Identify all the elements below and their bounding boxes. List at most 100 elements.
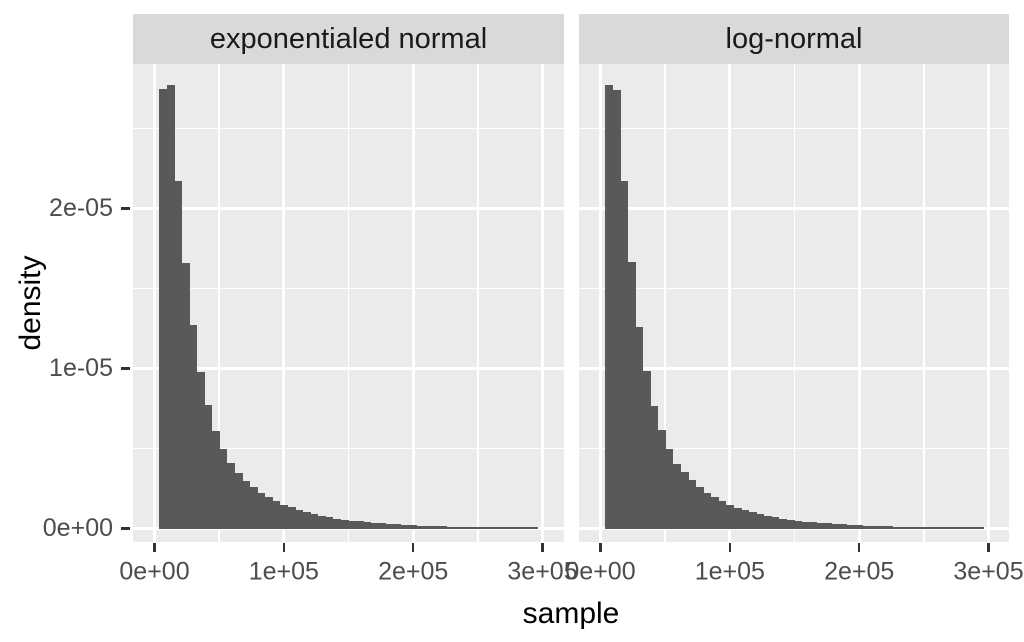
histogram-bar: [476, 527, 485, 529]
histogram-bar: [907, 527, 916, 529]
histogram-bar: [786, 519, 795, 529]
histogram-bar: [847, 524, 856, 529]
major-gridline-x: [411, 64, 415, 542]
histogram-bar: [280, 504, 288, 529]
histogram-bar: [370, 522, 379, 529]
histogram-bar: [892, 526, 901, 529]
histogram-bar: [945, 527, 954, 529]
major-gridline-y: [579, 207, 1009, 211]
x-tick-label: 2e+05: [378, 557, 449, 586]
histogram-bar: [469, 527, 478, 529]
histogram-bar: [915, 527, 924, 529]
histogram-bar: [264, 497, 273, 529]
x-tick-label: 3e+05: [507, 557, 578, 586]
histogram-bar: [801, 521, 810, 529]
histogram-bar: [385, 523, 394, 529]
histogram-bar: [877, 526, 886, 529]
histogram-bar: [484, 527, 493, 529]
histogram-bar: [363, 522, 372, 529]
x-axis-tick: [987, 543, 990, 552]
histogram-bar: [196, 371, 205, 529]
minor-gridline-x: [347, 64, 350, 542]
histogram-bar: [688, 480, 697, 529]
histogram-bar: [937, 527, 946, 529]
x-axis-title: sample: [522, 597, 620, 630]
major-gridline-y: [133, 527, 564, 531]
histogram-bar: [408, 525, 417, 529]
y-tick-label: 0e+00: [42, 513, 113, 542]
histogram-bar: [242, 480, 251, 529]
major-gridline-x: [282, 64, 286, 542]
histogram-bar: [839, 524, 848, 529]
histogram-bar: [854, 525, 863, 529]
histogram-bar: [506, 527, 515, 529]
histogram-bar: [249, 487, 258, 529]
major-gridline-y: [579, 367, 1009, 371]
histogram-bar: [295, 510, 304, 529]
histogram-bar: [234, 472, 243, 529]
histogram-bar: [204, 405, 213, 529]
panel-exponentialed-normal: [133, 64, 564, 542]
histogram-bar: [665, 449, 674, 529]
histogram-bar: [348, 520, 357, 529]
histogram-bar: [635, 327, 644, 529]
x-axis-tick: [857, 543, 861, 552]
histogram-bar: [211, 431, 220, 529]
histogram-bar: [763, 515, 772, 529]
histogram-bar: [869, 525, 878, 529]
facet-strip-label: log-normal: [725, 22, 863, 55]
facet-strip-log-normal: log-normal: [579, 14, 1009, 64]
histogram-bar: [657, 430, 666, 529]
histogram-bar: [423, 525, 432, 529]
x-tick-label: 2e+05: [824, 557, 895, 586]
histogram-bar: [416, 525, 425, 529]
histogram-bar: [884, 526, 893, 529]
histogram-bar: [824, 523, 833, 529]
x-axis-tick: [282, 543, 286, 552]
panel-log-normal: [579, 64, 1009, 542]
histogram-bar: [325, 517, 334, 529]
histogram-bar: [922, 527, 931, 529]
minor-gridline-x: [793, 64, 796, 542]
minor-gridline-x: [664, 64, 666, 542]
histogram-bar: [620, 181, 629, 529]
histogram-bar: [862, 525, 871, 529]
histogram-bar: [393, 524, 402, 529]
major-gridline-y: [133, 367, 564, 371]
x-axis-tick: [599, 543, 602, 552]
facet-strip-label: exponentialed normal: [209, 22, 488, 55]
major-gridline-x: [599, 64, 602, 542]
major-gridline-x: [987, 64, 990, 542]
y-axis-tick: [121, 527, 130, 530]
histogram-bar: [174, 181, 183, 529]
histogram-bar: [650, 406, 659, 529]
y-axis-title: density: [14, 255, 47, 351]
histogram-bar: [454, 526, 462, 529]
x-axis-tick: [541, 543, 544, 552]
major-gridline-x: [541, 64, 544, 542]
histogram-bar: [522, 527, 531, 529]
histogram-bar: [461, 526, 470, 529]
histogram-bar: [627, 262, 636, 529]
x-axis-tick: [411, 543, 415, 552]
histogram-bar: [332, 518, 341, 529]
x-axis-tick: [728, 543, 732, 552]
major-gridline-x: [153, 64, 156, 542]
histogram-bar: [529, 527, 538, 529]
minor-gridline-x: [477, 64, 479, 542]
histogram-bar: [726, 504, 734, 529]
histogram-bar: [703, 492, 712, 529]
histogram-bar: [642, 371, 651, 529]
x-tick-label: 1e+05: [248, 557, 319, 586]
major-gridline-y: [133, 207, 564, 211]
histogram-bar: [612, 90, 621, 529]
histogram-bar: [680, 472, 689, 529]
histogram-bar: [219, 448, 228, 529]
histogram-bar: [930, 527, 939, 529]
y-axis-tick: [121, 367, 130, 370]
histogram-bar: [499, 527, 508, 529]
histogram-bar: [794, 520, 803, 529]
histogram-bar: [287, 507, 296, 529]
major-gridline-y: [579, 527, 1009, 531]
